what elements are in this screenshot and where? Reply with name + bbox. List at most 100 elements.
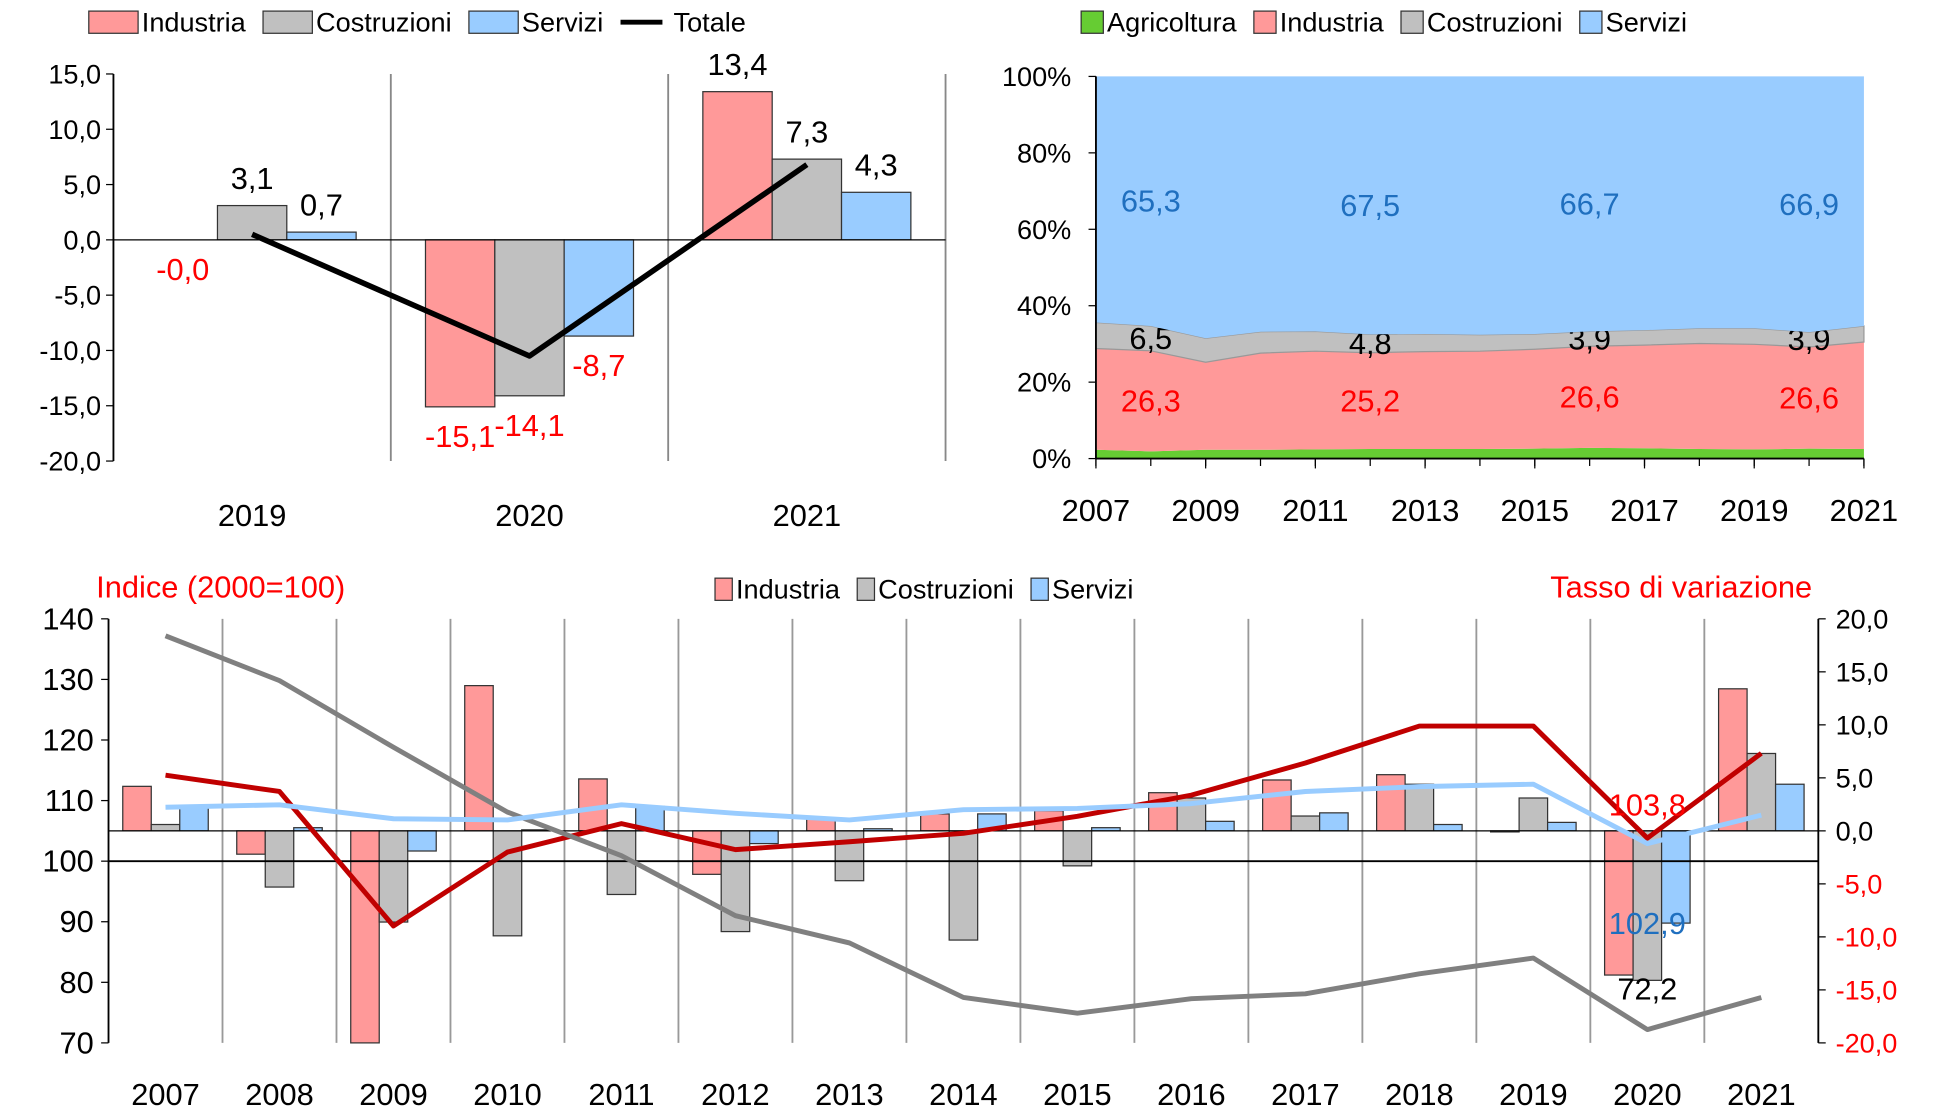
y2-tick-label: -15,0 [1836,974,1898,1005]
y-axis-title: Indice (2000=100) [96,569,345,604]
y-tick-label: -15,0 [39,390,101,421]
x-tick-label: 2020 [495,498,564,533]
y-tick-label: -5,0 [54,280,101,311]
bar [492,830,523,937]
bar [1603,830,1634,976]
y-tick-label: 60% [1017,214,1071,245]
legend-label: Costruzioni [316,7,452,38]
bar [1432,823,1463,832]
bar [1376,774,1406,832]
bar [286,231,357,241]
legend-swatch [262,10,313,34]
bar [1205,820,1235,832]
x-tick-label: 2014 [929,1077,998,1112]
legend-label: Costruzioni [878,574,1014,605]
legend-label: Servizi [522,7,603,38]
bar [840,191,912,241]
bar [692,830,722,875]
bar [236,830,266,855]
bar [464,685,494,832]
legend-label: Totale [674,7,746,38]
data-label: 67,5 [1340,188,1400,223]
x-tick-label: 2009 [359,1077,428,1112]
x-tick-label: 2011 [588,1077,654,1112]
data-label: 66,7 [1560,186,1620,221]
data-label: 65,3 [1121,184,1181,219]
legend-label: Industria [736,574,841,605]
data-label: 103,8 [1609,787,1686,822]
x-tick-label: 2016 [1157,1077,1226,1112]
legend-swatch [1080,10,1104,34]
legend-label: Agricoltura [1107,7,1238,38]
x-tick-label: 2019 [218,498,287,533]
bar [1319,812,1349,832]
bar [920,813,950,832]
bar [150,823,181,832]
x-tick-label: 2021 [1727,1077,1796,1112]
data-label: -15,1 [425,419,495,454]
y2-tick-label: 5,0 [1836,762,1874,793]
bar [494,239,565,397]
bar [1262,779,1292,832]
legend-label: Servizi [1052,574,1133,605]
x-tick-label: 2019 [1720,493,1789,528]
bar [216,204,288,241]
bar [771,158,843,241]
legend-label: Costruzioni [1427,7,1563,38]
y-tick-label: 80 [59,965,93,1000]
legend-label: Servizi [1606,7,1687,38]
data-label: 0,7 [300,187,343,222]
y-tick-label: 90 [59,904,93,939]
y-tick-label: 0% [1032,443,1071,474]
data-label: 102,9 [1609,906,1686,941]
y2-tick-label: -5,0 [1836,868,1883,899]
y-tick-label: 5,0 [63,169,101,200]
x-tick-label: 2020 [1613,1077,1682,1112]
area [1095,447,1864,459]
y-tick-label: 15,0 [48,58,101,89]
x-tick-label: 2007 [131,1077,200,1112]
data-label: 25,2 [1340,383,1400,418]
x-tick-label: 2010 [473,1077,542,1112]
x-tick-label: 2009 [1171,493,1240,528]
bar [122,785,152,832]
y-tick-label: 70 [59,1025,93,1060]
legend-label: Industria [142,7,247,38]
legend-swatch [468,10,519,34]
data-label: -8,7 [572,348,625,383]
bar [1518,797,1549,832]
y-tick-label: 10,0 [48,114,101,145]
x-tick-label: 2012 [701,1077,770,1112]
y-tick-label: 0,0 [63,224,101,255]
legend-swatch [1400,10,1424,34]
x-tick-label: 2021 [773,498,842,533]
area [1095,76,1864,339]
y-tick-label: 140 [42,601,93,636]
legend-label: Industria [1280,7,1385,38]
legend-swatch [1030,577,1049,601]
x-tick-label: 2011 [1282,493,1348,528]
data-label: 26,3 [1121,384,1181,419]
y2-axis-title: Tasso di variazione [1550,569,1812,604]
bar [264,830,295,888]
data-label: 13,4 [708,47,768,82]
bar [948,830,979,941]
x-tick-label: 2007 [1062,493,1131,528]
y2-tick-label: 0,0 [1836,815,1874,846]
y-tick-label: 120 [42,722,93,757]
legend-swatch [714,577,733,601]
bar [749,830,779,845]
data-label: 72,2 [1617,971,1677,1006]
bar [1404,783,1435,832]
x-tick-label: 2015 [1043,1077,1112,1112]
legend-swatch [88,10,139,34]
y-tick-label: 100 [42,844,93,879]
x-tick-label: 2008 [245,1077,314,1112]
data-label: 3,1 [231,161,274,196]
x-tick-label: 2018 [1385,1077,1454,1112]
bar [407,830,437,852]
y2-tick-label: 10,0 [1836,709,1889,740]
index-line [165,781,1762,847]
bar [702,91,773,241]
bar [1774,783,1805,832]
